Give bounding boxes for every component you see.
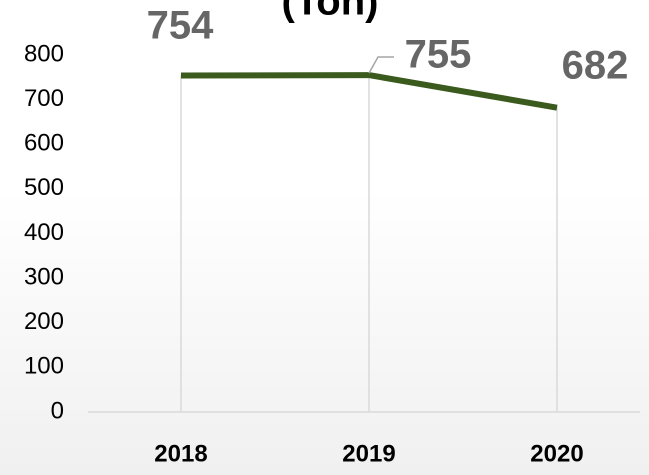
series-line: [180, 72, 558, 111]
data-label: 755: [405, 33, 472, 77]
y-tick-label: 800: [24, 40, 64, 67]
y-tick-label: 0: [51, 397, 64, 424]
y-tick-label: 300: [24, 263, 64, 290]
leader-line: [368, 56, 394, 74]
x-tick-label: 2020: [530, 440, 583, 467]
data-label: 754: [147, 4, 214, 48]
y-tick-label: 500: [24, 174, 64, 201]
y-tick-label: 700: [24, 85, 64, 112]
chart-title: (Ton): [282, 0, 379, 24]
data-label: 682: [562, 44, 629, 88]
x-tick-label: 2018: [154, 440, 207, 467]
y-tick-label: 100: [24, 353, 64, 380]
y-tick-label: 400: [24, 219, 64, 246]
y-tick-label: 600: [24, 130, 64, 157]
y-tick-label: 200: [24, 308, 64, 335]
x-tick-label: 2019: [342, 440, 395, 467]
